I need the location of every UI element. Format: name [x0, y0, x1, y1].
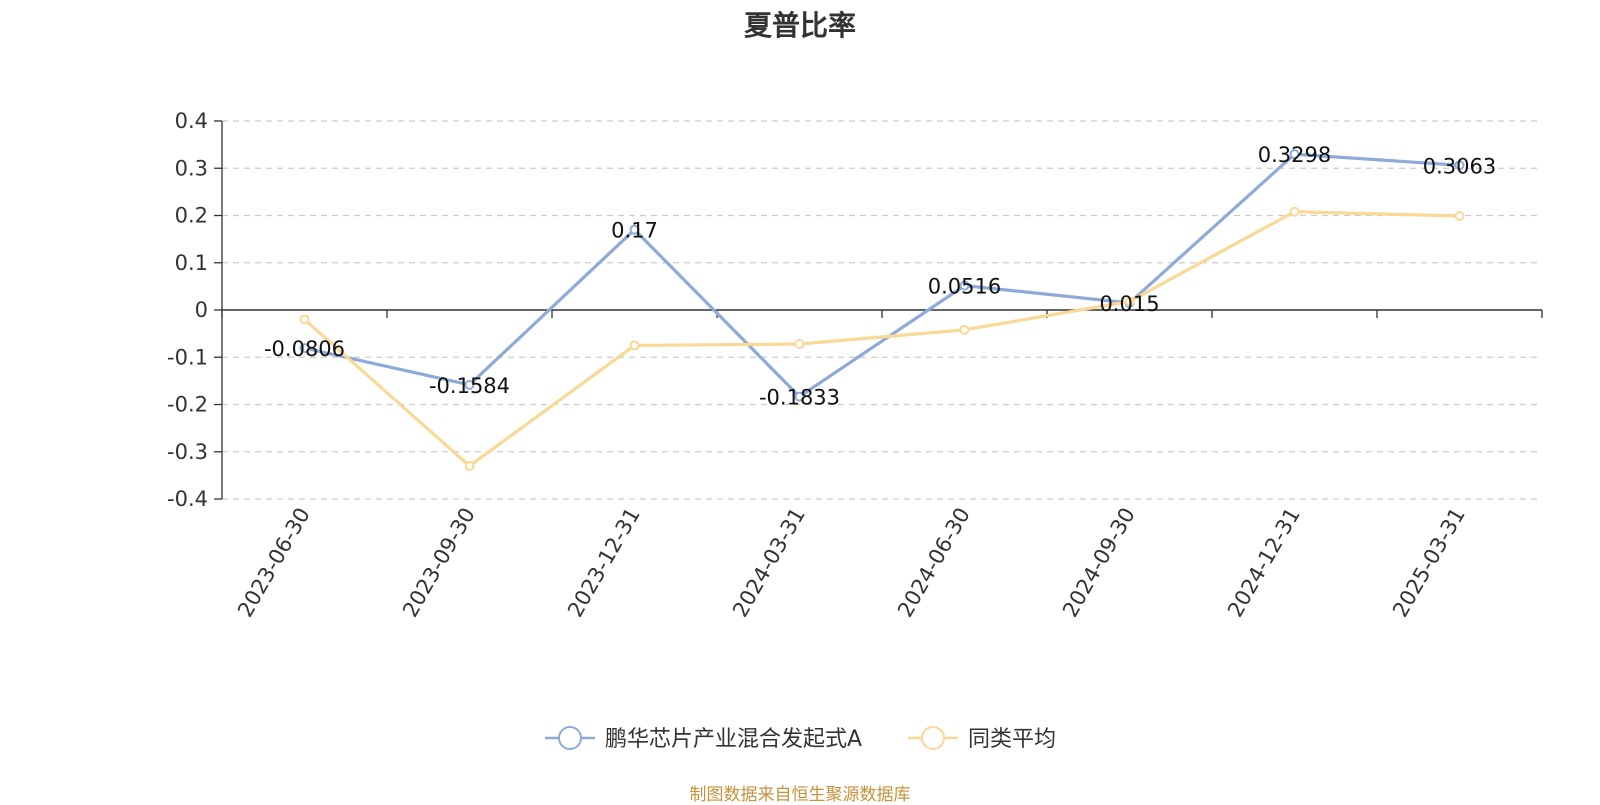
data-point	[1289, 149, 1300, 160]
data-label: 0.3298	[1258, 143, 1331, 167]
data-point	[299, 314, 310, 325]
y-tick-label: 0	[195, 298, 208, 322]
data-point	[1454, 160, 1465, 171]
chart-title: 夏普比率	[743, 9, 856, 42]
data-point	[629, 340, 640, 351]
data-point	[794, 339, 805, 350]
data-point	[1124, 296, 1135, 307]
data-point	[464, 460, 475, 471]
data-label: 0.015	[1099, 292, 1159, 316]
series-line	[303, 210, 1460, 468]
x-tick-label: 2024-06-30	[893, 504, 975, 622]
series-line	[304, 152, 1460, 399]
y-tick-label: 0.2	[175, 204, 208, 228]
x-tick-label: 2023-09-30	[398, 504, 480, 622]
data-label: 0.3063	[1423, 154, 1496, 178]
data-label: 0.17	[611, 219, 658, 243]
y-tick-label: -0.4	[167, 487, 208, 511]
grid-lines	[222, 120, 1542, 500]
x-tick-label: 2024-12-31	[1223, 504, 1305, 622]
legend-label: 鹏华芯片产业混合发起式A	[605, 727, 862, 752]
data-point	[464, 379, 475, 390]
data-point	[629, 224, 640, 235]
x-tick-label: 2023-06-30	[233, 504, 315, 622]
data-point	[794, 391, 805, 402]
data-label: -0.1584	[429, 374, 510, 398]
data-point	[1289, 206, 1300, 217]
data-label: -0.1833	[759, 386, 840, 410]
series-lines	[299, 149, 1465, 471]
legend-marker	[921, 726, 945, 750]
source-note: 制图数据来自恒生聚源数据库	[689, 785, 911, 805]
axes: 0.4 0.3 0.2 0.1 0 -0.1 -0.2 -0.3 -0.4 2023-06-30 2…	[167, 109, 1543, 622]
x-tick-label: 2025-03-31	[1388, 504, 1470, 622]
x-tick-label: 2023-12-31	[563, 504, 645, 622]
data-labels: -0.0806 -0.1584 0.17 -0.1833 0.0516 0.015 0.32…	[264, 143, 1496, 409]
data-label: 0.0516	[928, 275, 1001, 299]
data-point	[959, 280, 970, 291]
x-tick-label: 2024-03-31	[728, 504, 810, 622]
legend-marker	[558, 726, 582, 750]
y-tick-label: 0.3	[175, 156, 208, 180]
legend: 鹏华芯片产业混合发起式A 同类平均	[545, 726, 1056, 752]
data-point	[299, 343, 310, 354]
y-tick-label: -0.1	[167, 345, 208, 369]
y-tick-label: -0.3	[167, 440, 208, 464]
y-tick-label: -0.2	[167, 393, 208, 417]
data-point	[959, 324, 970, 335]
data-label: -0.0806	[264, 337, 345, 361]
y-tick-label: 0.1	[175, 251, 208, 275]
x-tick-label: 2024-09-30	[1058, 504, 1140, 622]
data-point	[1454, 210, 1465, 221]
legend-label: 同类平均	[968, 727, 1056, 752]
y-tick-label: 0.4	[175, 109, 208, 133]
